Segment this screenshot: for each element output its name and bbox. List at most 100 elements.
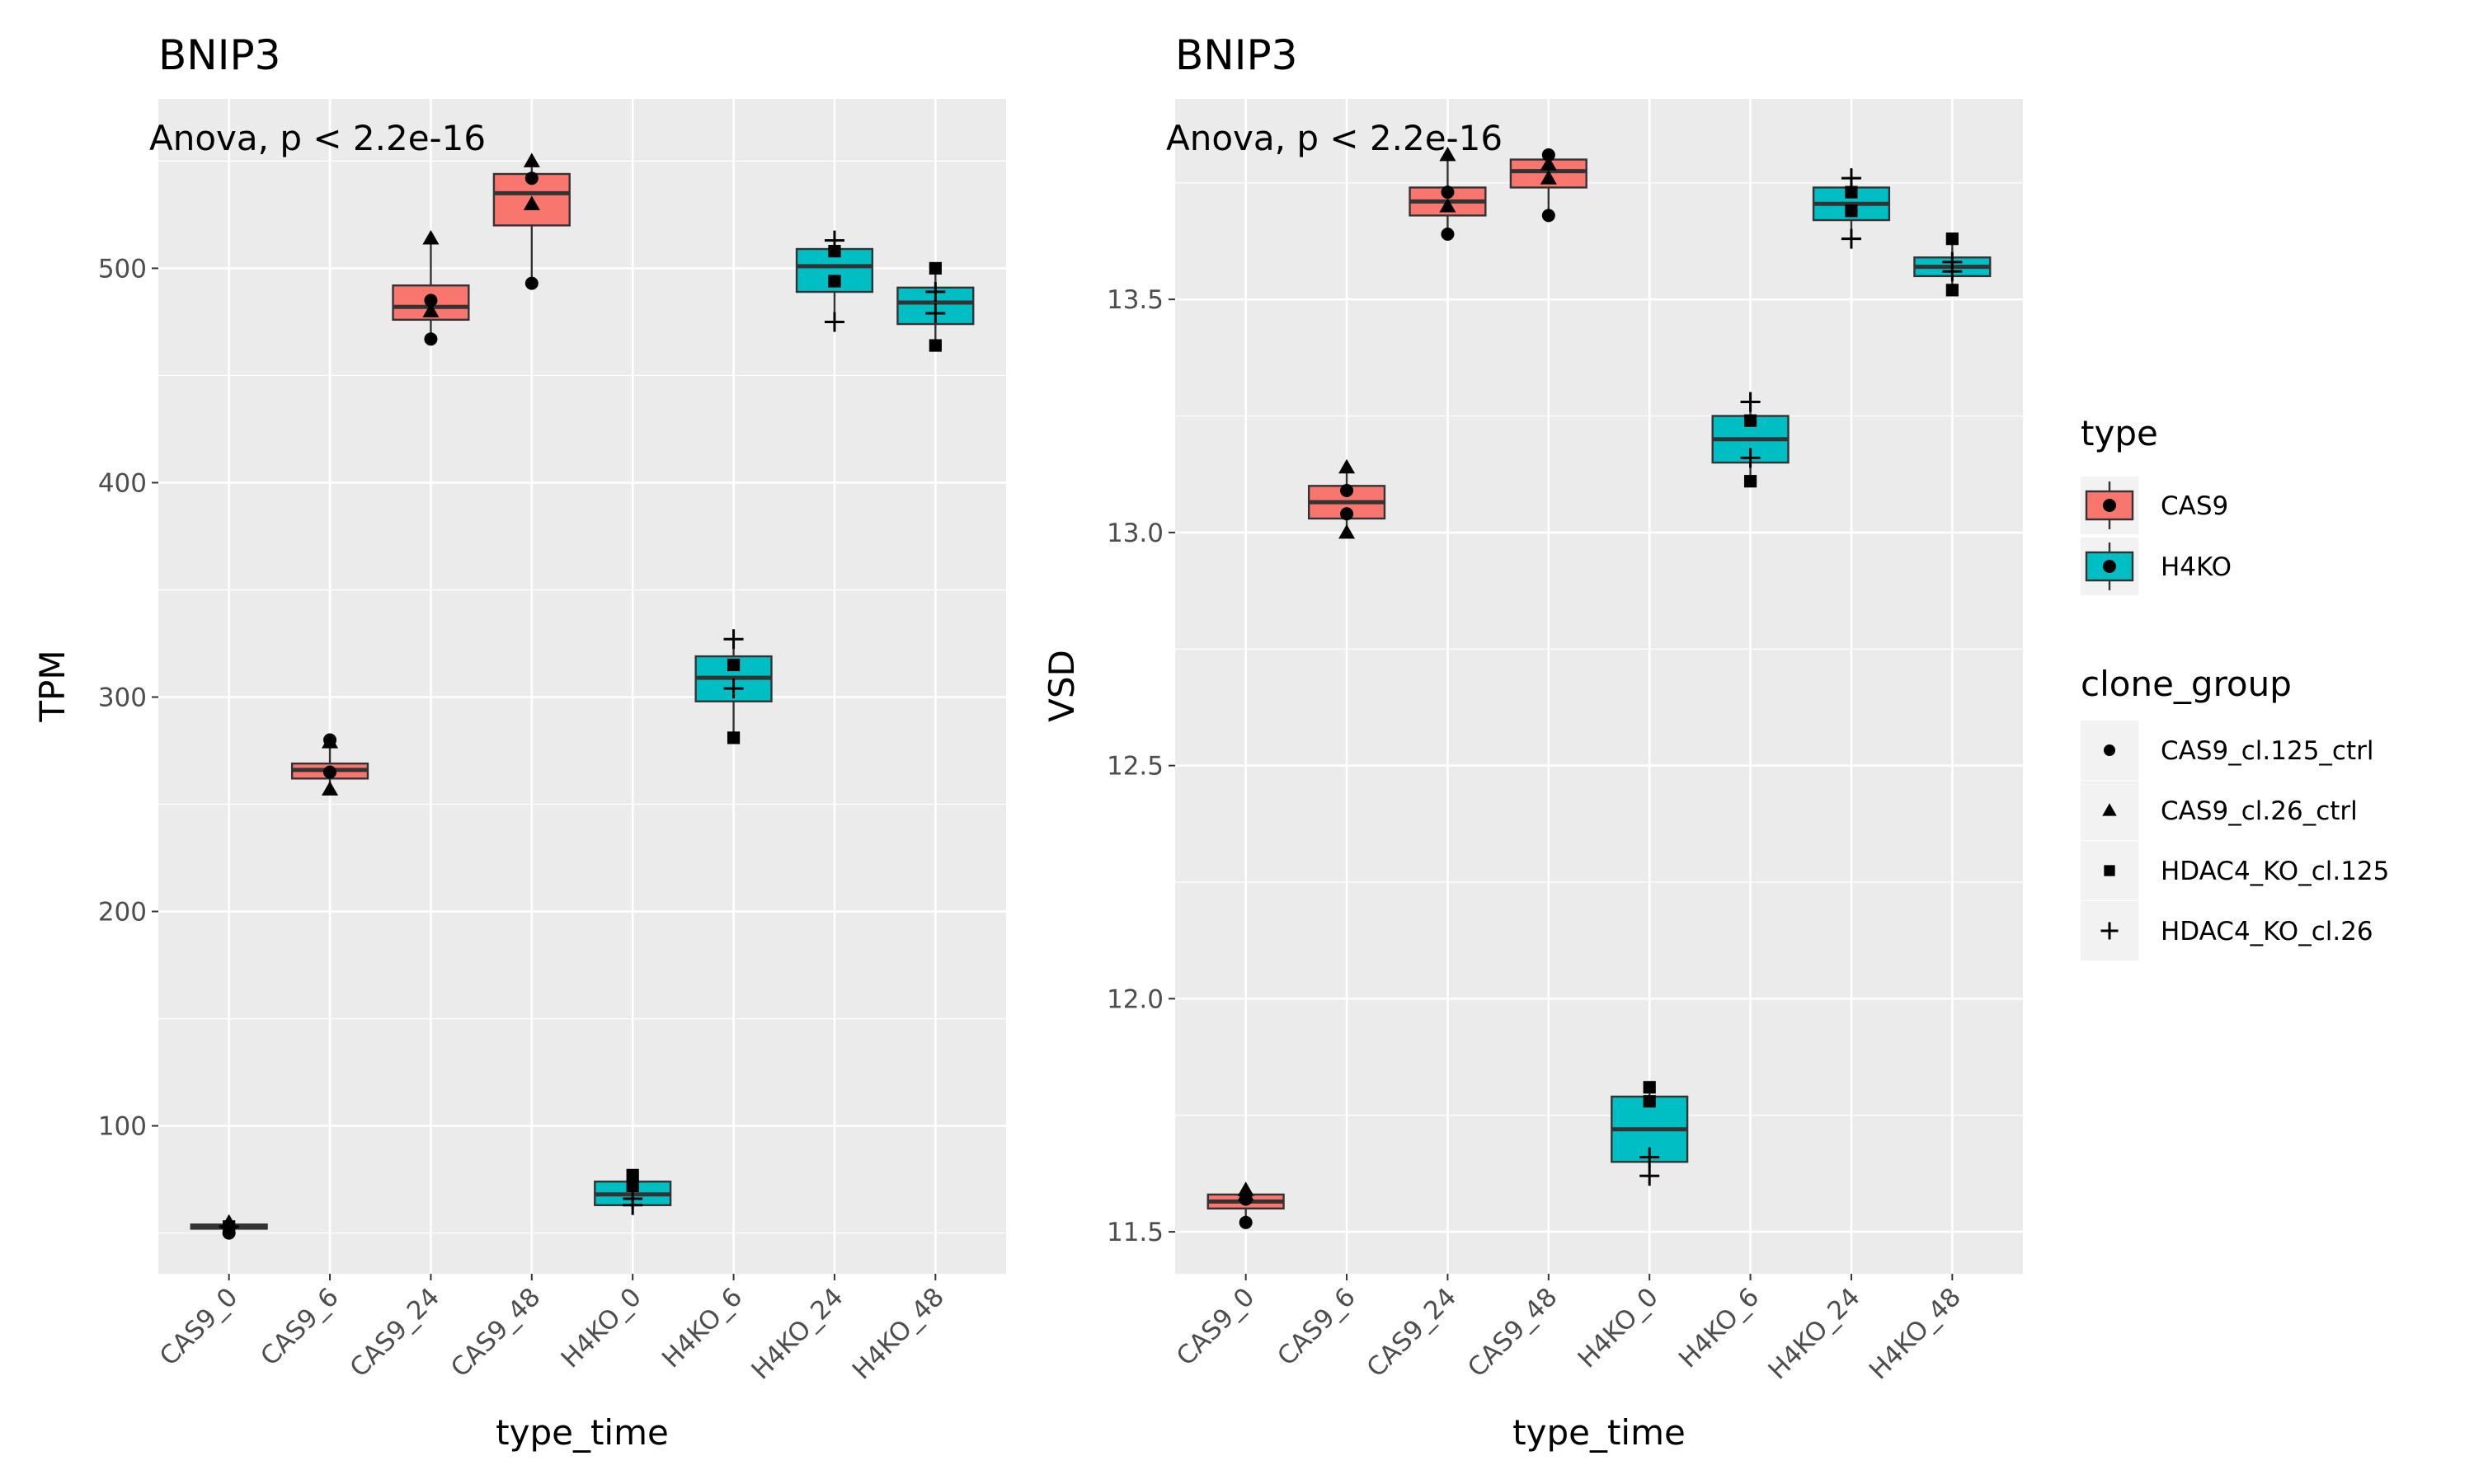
data-point-triangle (322, 734, 339, 749)
data-point-circle (524, 171, 539, 186)
data-point-square (929, 339, 942, 352)
legend-clone-label: HDAC4_KO_cl.26 (2161, 917, 2373, 946)
data-point-square (626, 1168, 639, 1181)
y-tick-label: 500 (98, 254, 147, 284)
legend-key-point (2103, 499, 2116, 512)
legend-clone-label: HDAC4_KO_cl.125 (2161, 857, 2389, 886)
data-point-circle (1340, 484, 1354, 497)
legend-clone-entries: CAS9_cl.125_ctrl CAS9_cl.26_ctrl HDAC4_KO_… (2081, 721, 2389, 960)
data-point-circle (323, 765, 337, 779)
data-point-triangle (523, 195, 540, 210)
legend-clone-label: CAS9_cl.26_ctrl (2161, 796, 2358, 826)
data-point-triangle (322, 781, 339, 796)
data-point-plus (1841, 228, 1861, 249)
legend-clone-item: CAS9_cl.26_ctrl (2081, 781, 2358, 840)
legend-clone-item: HDAC4_KO_cl.125 (2081, 841, 2389, 900)
data-point-plus (925, 303, 946, 324)
data-point-square (1845, 204, 1858, 218)
y-tick-label: 400 (98, 468, 147, 498)
y-tick-label: 12.0 (1107, 984, 1164, 1014)
y-tick-label: 13.5 (1107, 285, 1164, 315)
x-tick-label: CAS9_24 (1362, 1282, 1462, 1383)
data-point-square (1743, 475, 1757, 488)
data-point-square (727, 658, 741, 672)
legend-shape-square (2104, 865, 2115, 876)
data-point-circle (424, 332, 438, 346)
y-tick-label: 11.5 (1107, 1218, 1164, 1247)
tpm-points (219, 153, 946, 1240)
x-tick-label: H4KO_24 (745, 1282, 849, 1385)
data-point-triangle (1338, 458, 1356, 474)
data-point-plus (219, 1216, 239, 1237)
tpm-plot-background (158, 99, 1006, 1274)
legend-shape-circle (2104, 744, 2115, 756)
legend-clone-item: HDAC4_KO_cl.26 (2081, 901, 2373, 960)
data-point-circle (524, 276, 539, 290)
legend-type-item: CAS9 (2081, 477, 2228, 534)
data-point-square (727, 731, 741, 744)
y-tick-label: 100 (98, 1112, 147, 1142)
y-tick-label: 13.0 (1107, 519, 1164, 548)
vsd-points (1237, 146, 1963, 1229)
data-point-triangle (1540, 170, 1557, 185)
vsd-y-ticks: 11.5 12.0 12.5 13.0 13.5 (1107, 285, 1175, 1247)
x-tick-label: H4KO_0 (1573, 1282, 1664, 1374)
data-point-square (1643, 1081, 1656, 1094)
x-tick-label: CAS9_48 (445, 1282, 546, 1383)
legend-shape-triangle (2102, 803, 2117, 816)
vsd-plot-background (1175, 99, 2023, 1274)
data-point-triangle (1439, 146, 1456, 162)
legend-clone-label: CAS9_cl.125_ctrl (2161, 736, 2374, 766)
data-point-circle (1239, 1215, 1253, 1229)
data-point-plus (1942, 261, 1963, 282)
data-point-plus (824, 312, 844, 332)
data-point-plus (623, 1188, 643, 1209)
data-point-plus (723, 679, 744, 699)
x-tick-label: H4KO_24 (1762, 1282, 1865, 1385)
y-tick-label: 200 (98, 898, 147, 928)
x-tick-label: H4KO_48 (847, 1282, 950, 1385)
vsd-x-axis-title: type_time (1512, 1412, 1686, 1453)
data-point-square (828, 245, 841, 258)
x-tick-label: H4KO_48 (1864, 1282, 1967, 1385)
x-tick-label: CAS9_6 (255, 1282, 345, 1372)
tpm-x-axis-title: type_time (496, 1412, 669, 1453)
tpm-y-ticks: 100 200 300 400 500 (98, 254, 158, 1142)
tpm-y-axis-title: TPM (32, 650, 73, 722)
data-point-triangle (1237, 1186, 1254, 1201)
x-tick-label: CAS9_48 (1462, 1282, 1563, 1383)
x-tick-label: CAS9_24 (345, 1282, 445, 1383)
data-point-square (1945, 284, 1959, 297)
legend-key-point (2103, 560, 2116, 573)
data-point-circle (1441, 186, 1455, 200)
x-tick-label: CAS9_0 (154, 1282, 244, 1372)
x-tick-label: H4KO_6 (656, 1282, 748, 1374)
data-point-plus (925, 282, 946, 303)
legend-type-entries: CAS9 H4KO (2081, 477, 2232, 595)
data-point-square (1743, 414, 1757, 427)
data-point-triangle (1439, 198, 1456, 213)
legend-clone-item: CAS9_cl.125_ctrl (2081, 721, 2374, 780)
tpm-x-ticks: CAS9_0 CAS9_6 CAS9_24 CAS9_48 H4KO_0 H4KO_6H4… (154, 1274, 950, 1385)
data-point-square (1643, 1095, 1656, 1108)
vsd-anova-annotation: Anova, p < 2.2e-16 (1166, 118, 1503, 158)
vsd-chart-title: BNIP3 (1175, 31, 1297, 79)
data-point-plus (723, 629, 744, 650)
data-point-circle (1541, 209, 1555, 223)
data-point-triangle (422, 303, 440, 317)
x-tick-label: H4KO_6 (1673, 1282, 1765, 1374)
data-point-triangle (1540, 156, 1557, 171)
x-tick-label: CAS9_0 (1171, 1282, 1261, 1372)
tpm-anova-annotation: Anova, p < 2.2e-16 (149, 118, 486, 158)
data-point-square (1945, 232, 1959, 246)
data-point-square (929, 261, 942, 275)
data-point-circle (1541, 148, 1555, 162)
legend-type-title: type (2081, 413, 2158, 453)
data-point-square (828, 275, 841, 288)
legend-shape-plus (2100, 922, 2119, 940)
legend-type-label: H4KO (2161, 552, 2232, 582)
tpm-chart-title: BNIP3 (158, 31, 280, 79)
data-point-circle (424, 294, 438, 308)
data-point-plus (1740, 448, 1761, 468)
